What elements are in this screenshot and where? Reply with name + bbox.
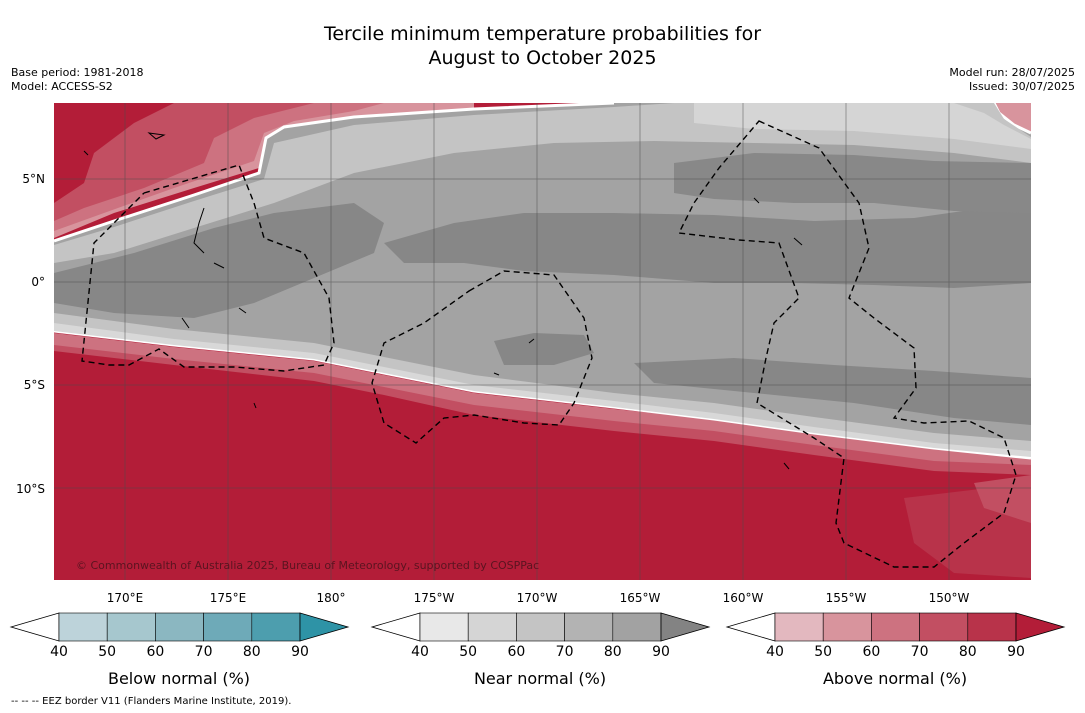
model-run: Model run: 28/07/2025: [949, 66, 1075, 79]
eez-border-west: [81, 164, 335, 372]
colorbar-segment: [203, 612, 253, 642]
colorbar-tick-label: 80: [603, 644, 622, 660]
lon-label-170w: 170°W: [516, 591, 558, 605]
colorbar-segment: [822, 612, 872, 642]
colorbar-tick-label: 70: [555, 644, 574, 660]
colorbar-segment: [774, 612, 824, 642]
colorbar-tick-label: 60: [507, 644, 526, 660]
eez-borders: [81, 120, 1017, 568]
meta-left: Base period: 1981-2018 Model: ACCESS-S2: [11, 66, 143, 94]
colorbar-segment: [612, 612, 662, 642]
colorbar-tick-label: 90: [291, 644, 309, 660]
colorbar-tick-label: 70: [910, 644, 929, 660]
nw-red-core: [54, 103, 174, 203]
colorbar-tick-label: 80: [242, 644, 261, 660]
lon-label-160w: 160°W: [722, 591, 764, 605]
colorbar-segment: [155, 612, 204, 642]
colorbar-tick-label: 80: [958, 644, 977, 660]
lon-label-175w: 175°W: [413, 591, 455, 605]
colorbar-extend-high: [299, 612, 350, 642]
colorbar-extend-low: [725, 612, 776, 642]
lon-label-150w: 150°W: [928, 591, 970, 605]
colorbar-segment: [967, 612, 1017, 642]
base-period: Base period: 1981-2018: [11, 66, 144, 79]
copyright-credit: © Commonwealth of Australia 2025, Bureau…: [76, 559, 540, 572]
colorbar-tick-label: 50: [98, 644, 117, 660]
below-normal-title: Below normal (%): [107, 669, 251, 688]
colorbar-tick-label: 50: [814, 644, 833, 660]
colorbar-below-normal: [9, 612, 350, 642]
colorbar-segment: [919, 612, 969, 642]
colorbar-segment: [58, 612, 108, 642]
eez-legend-note: -- -- -- EEZ border V11 (Flanders Marine…: [11, 696, 292, 707]
lon-label-155w: 155°W: [825, 591, 867, 605]
probability-map: [54, 103, 1031, 580]
dark-grey-west: [54, 203, 384, 318]
se-patch-2: [974, 475, 1031, 523]
colorbar-tick-label: 90: [1007, 644, 1025, 660]
dark-grey-east-south: [634, 358, 1031, 425]
near-normal-title: Near normal (%): [473, 669, 607, 688]
lon-label-175e: 175°E: [209, 591, 247, 605]
lon-label-180: 180°: [316, 591, 346, 605]
colorbar-tick-label: 40: [766, 644, 784, 660]
above-normal-title: Above normal (%): [822, 669, 968, 688]
colorbar-above-normal: [725, 612, 1066, 642]
south-gradient-2: [54, 333, 1031, 465]
lat-label-10s: 10°S: [16, 482, 45, 496]
lon-label-165w: 165°W: [619, 591, 661, 605]
colorbars-svg: [9, 612, 1066, 642]
colorbar-segment: [516, 612, 565, 642]
islands: [83, 132, 803, 470]
map-title: Tercile minimum temperature probabilitie…: [0, 22, 1085, 70]
colorbar-segment: [106, 612, 156, 642]
lat-label-0: 0°: [31, 275, 45, 289]
map-svg: [54, 103, 1031, 580]
colorbar-tick-label: 60: [146, 644, 165, 660]
colorbar-tick-label: 40: [411, 644, 429, 660]
light-grey-south: [54, 313, 1031, 455]
lon-label-170e: 170°E: [106, 591, 144, 605]
colorbar-segment: [251, 612, 301, 642]
issued-date: Issued: 30/07/2025: [968, 80, 1075, 93]
title-line-2: August to October 2025: [428, 47, 657, 69]
eez-border-central: [371, 270, 593, 444]
lat-label-5s: 5°S: [23, 378, 45, 392]
dark-grey-mid: [494, 333, 594, 365]
meta-right: Model run: 28/07/2025 Issued: 30/07/2025: [949, 66, 1075, 94]
colorbar-tick-label: 60: [862, 644, 881, 660]
colorbar-tick-label: 50: [459, 644, 478, 660]
colorbar-segment: [871, 612, 920, 642]
model-name: Model: ACCESS-S2: [11, 80, 113, 93]
dark-grey-central: [384, 203, 1031, 288]
colorbar-extend-low: [9, 612, 60, 642]
colorbar-near-normal: [370, 612, 711, 642]
graticule: [54, 103, 1031, 580]
colorbar-segment: [419, 612, 469, 642]
lat-label-5n: 5°N: [22, 172, 45, 186]
colorbar-segment: [564, 612, 614, 642]
colorbar-segment: [467, 612, 517, 642]
colorbar-extend-high: [1015, 612, 1066, 642]
colorbar-tick-label: 70: [194, 644, 213, 660]
colorbar-tick-label: 90: [652, 644, 670, 660]
eez-border-east: [677, 120, 1017, 568]
colorbar-extend-low: [370, 612, 421, 642]
title-line-1: Tercile minimum temperature probabilitie…: [323, 23, 762, 45]
light-grey-north: [54, 103, 1031, 263]
colorbar-extend-high: [660, 612, 711, 642]
lighter-grey-ne: [694, 103, 1031, 149]
lighter-grey-south: [54, 323, 1031, 457]
dark-grey-north: [674, 153, 1031, 213]
colorbar-tick-label: 40: [50, 644, 68, 660]
